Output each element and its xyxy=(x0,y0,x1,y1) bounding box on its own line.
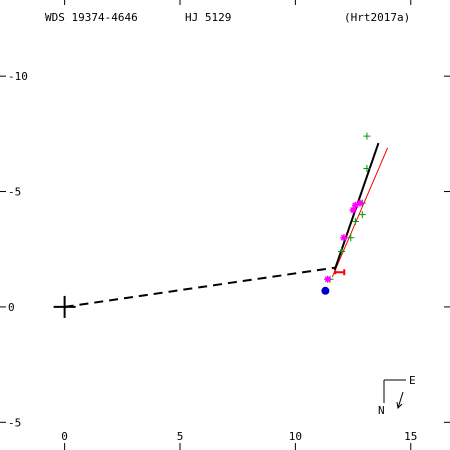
y-tick-label: -5 xyxy=(8,416,21,429)
observation-asterisk xyxy=(324,275,332,283)
compass-north-label: N xyxy=(378,404,385,417)
observation-asterisk xyxy=(340,234,348,242)
observation-plus xyxy=(363,132,371,140)
observation-asterisk xyxy=(356,199,364,207)
observation-asterisk xyxy=(351,201,359,209)
y-tick-label: -5 xyxy=(8,186,21,199)
wds-id-label: WDS 19374-4646 xyxy=(45,11,138,24)
node-line xyxy=(64,266,335,308)
y-tick-label: 0 xyxy=(8,301,15,314)
discoverer-label: HJ 5129 xyxy=(185,11,231,24)
observation-error-bar xyxy=(334,269,346,276)
observation-plus xyxy=(338,248,346,256)
x-tick-label: 15 xyxy=(404,430,417,443)
observation-circle xyxy=(321,286,330,295)
observation-plus xyxy=(347,234,355,242)
observation-plus xyxy=(351,218,359,226)
orbit-fit-line xyxy=(331,147,389,278)
x-tick-label: 0 xyxy=(61,430,68,443)
x-tick-label: 5 xyxy=(177,430,184,443)
motion-arrow-icon xyxy=(397,391,404,409)
observation-plus xyxy=(358,211,366,219)
observation-plus xyxy=(363,164,371,172)
compass-east-label: E xyxy=(409,374,416,387)
y-tick-label: -10 xyxy=(8,70,28,83)
x-tick-label: 10 xyxy=(289,430,302,443)
motion-arrow-head-icon xyxy=(396,401,403,410)
chart-marks xyxy=(53,132,389,318)
observation-asterisk xyxy=(349,206,357,214)
compass: E N xyxy=(378,374,416,417)
orbit-reference-label: (Hrt2017a) xyxy=(344,11,410,24)
